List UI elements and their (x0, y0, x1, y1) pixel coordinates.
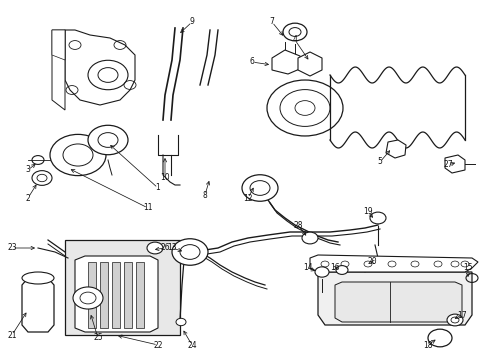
Text: 7: 7 (269, 18, 274, 27)
Text: 18: 18 (423, 341, 432, 350)
Text: 9: 9 (189, 18, 194, 27)
Circle shape (88, 125, 128, 155)
Text: 23: 23 (7, 243, 17, 252)
Polygon shape (334, 282, 461, 322)
Circle shape (335, 266, 347, 274)
Polygon shape (297, 52, 321, 76)
Circle shape (176, 318, 185, 326)
Polygon shape (112, 262, 120, 328)
Polygon shape (444, 155, 464, 173)
Polygon shape (136, 262, 143, 328)
Text: 26: 26 (160, 243, 169, 252)
Circle shape (147, 242, 163, 254)
Polygon shape (271, 50, 302, 74)
Polygon shape (52, 30, 65, 110)
Circle shape (369, 212, 385, 224)
Text: 4: 4 (292, 36, 297, 45)
Circle shape (427, 329, 451, 347)
Polygon shape (65, 30, 135, 105)
Polygon shape (124, 262, 132, 328)
Circle shape (50, 134, 106, 176)
Bar (65, 240, 180, 335)
Polygon shape (100, 262, 108, 328)
Circle shape (266, 80, 342, 136)
Polygon shape (75, 256, 158, 332)
Text: 19: 19 (363, 207, 372, 216)
Text: 12: 12 (243, 194, 252, 202)
Polygon shape (88, 262, 96, 328)
Ellipse shape (22, 272, 54, 284)
Text: 8: 8 (202, 190, 207, 199)
Text: 16: 16 (329, 264, 339, 273)
Text: 27: 27 (442, 161, 452, 170)
Text: 6: 6 (249, 58, 254, 67)
Text: 10: 10 (160, 174, 169, 183)
Text: 20: 20 (366, 257, 376, 266)
Circle shape (73, 287, 103, 309)
Text: 24: 24 (187, 341, 196, 350)
Text: 13: 13 (167, 243, 177, 252)
Circle shape (446, 314, 462, 326)
Text: 17: 17 (456, 310, 466, 320)
Text: 22: 22 (153, 341, 163, 350)
Polygon shape (385, 140, 405, 158)
Circle shape (242, 175, 278, 201)
Text: 15: 15 (462, 264, 472, 273)
Text: 28: 28 (293, 220, 302, 230)
Circle shape (32, 171, 52, 185)
Text: 25: 25 (93, 333, 102, 342)
Text: 5: 5 (377, 157, 382, 166)
Circle shape (283, 23, 306, 41)
Text: 3: 3 (25, 166, 30, 175)
Circle shape (172, 239, 207, 265)
Polygon shape (309, 255, 477, 272)
Polygon shape (317, 272, 471, 325)
Polygon shape (52, 30, 65, 60)
Text: 14: 14 (303, 264, 312, 273)
Circle shape (314, 267, 328, 277)
Text: 21: 21 (7, 330, 17, 339)
Polygon shape (22, 278, 54, 332)
Circle shape (88, 60, 128, 90)
Text: 11: 11 (143, 203, 152, 212)
Circle shape (302, 232, 317, 244)
Text: 1: 1 (155, 184, 160, 193)
Text: 2: 2 (25, 194, 30, 202)
